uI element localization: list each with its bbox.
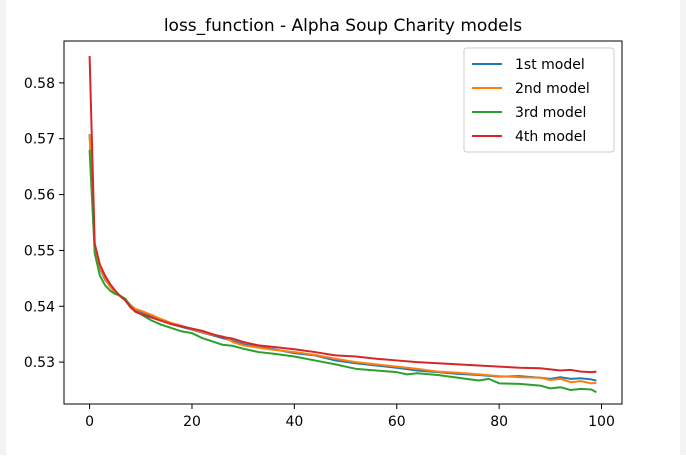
legend-label: 4th model	[515, 129, 586, 145]
x-tick-label: 20	[183, 414, 201, 430]
y-tick-label: 0.57	[24, 132, 55, 148]
series-lines	[88, 56, 597, 394]
legend-label: 1st model	[515, 57, 585, 73]
legend-label: 3rd model	[515, 105, 586, 121]
x-tick-label: 80	[490, 414, 508, 430]
x-tick-label: 60	[388, 414, 406, 430]
x-tick-label: 0	[85, 414, 94, 430]
y-tick-label: 0.54	[24, 299, 55, 315]
series-line-1	[88, 134, 597, 382]
chart-title: loss_function - Alpha Soup Charity model…	[164, 16, 522, 36]
legend: 1st model 2nd model 3rd model 4th model	[463, 47, 615, 153]
y-tick-label: 0.53	[24, 355, 55, 371]
y-tick-label: 0.58	[24, 76, 55, 92]
x-tick-label: 40	[285, 414, 303, 430]
legend-label: 2nd model	[515, 81, 590, 97]
y-tick-label: 0.56	[24, 188, 55, 204]
series-line-4	[88, 56, 597, 374]
y-axis: 0.53 0.54 0.55 0.56 0.57 0.58	[24, 76, 64, 371]
series-line-2	[88, 134, 597, 385]
y-tick-label: 0.55	[24, 243, 55, 259]
line-chart: loss_function - Alpha Soup Charity model…	[24, 16, 623, 430]
x-axis: 0 20 40 60 80 100	[85, 404, 615, 430]
legend-box	[463, 47, 615, 153]
plot-area-frame	[63, 40, 623, 405]
x-tick-label: 100	[588, 414, 615, 430]
figure-card: loss_function - Alpha Soup Charity model…	[6, 0, 680, 455]
